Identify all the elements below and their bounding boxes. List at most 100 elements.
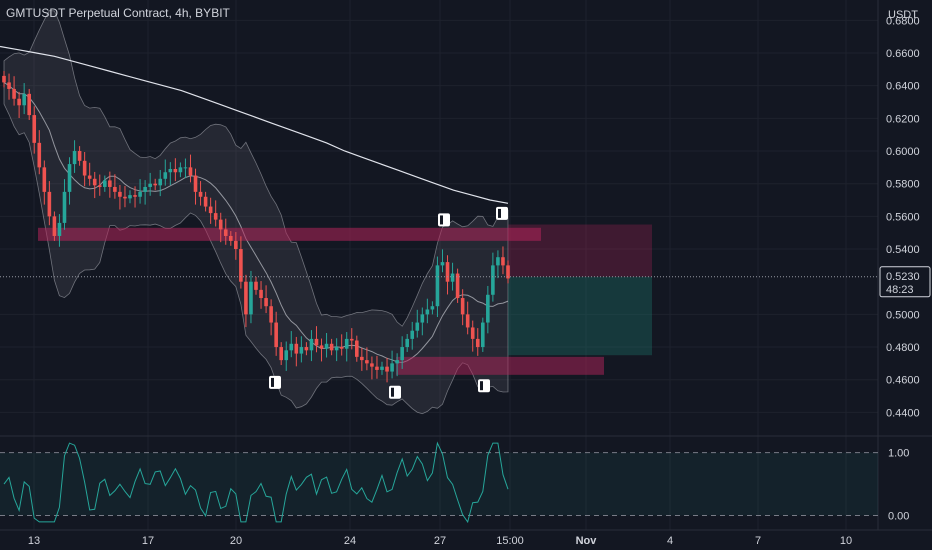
- candle-body: [57, 222, 62, 236]
- candle-body: [339, 347, 344, 349]
- candle-body: [193, 175, 198, 192]
- candle-body: [349, 338, 354, 341]
- thumbs-up-icon: [269, 375, 281, 389]
- candle-body: [506, 265, 510, 279]
- candle-body: [7, 82, 11, 89]
- candle-body: [415, 322, 420, 331]
- candle-body: [284, 350, 289, 361]
- x-tick-label: 17: [142, 535, 154, 547]
- candle-body: [299, 347, 304, 354]
- bollinger-mid-line: [3, 81, 509, 364]
- x-tick-label: 20: [230, 535, 242, 547]
- y-tick-label: 0.5600: [886, 211, 920, 223]
- candle-body: [294, 343, 299, 354]
- candle-body: [22, 93, 26, 106]
- candle-body: [319, 345, 324, 349]
- thumb-glyph-detail: [498, 208, 501, 218]
- candle-body: [501, 257, 505, 266]
- candle-body: [103, 180, 107, 187]
- target-zone: [508, 276, 652, 356]
- candle-body: [143, 186, 147, 192]
- thumb-glyph-detail: [480, 381, 483, 391]
- thumb-glyph: [389, 385, 401, 399]
- candle-body: [183, 167, 188, 169]
- resistance-zone: [38, 227, 541, 241]
- candle-body: [329, 343, 334, 351]
- candle-body: [97, 185, 102, 187]
- y-tick-label: 0.4600: [886, 375, 920, 387]
- thumb-glyph-detail: [440, 215, 443, 225]
- thumb-glyph: [438, 213, 450, 227]
- thumbs-up-icon: [478, 379, 490, 393]
- candle-body: [168, 168, 173, 173]
- candle-body: [133, 195, 137, 197]
- candle-body: [67, 164, 72, 192]
- thumbs-down-icon: [496, 206, 508, 220]
- candle-body: [375, 366, 379, 370]
- countdown-label: 48:23: [886, 284, 914, 296]
- moving-average-line: [0, 45, 509, 204]
- y-tick-label: 0.6200: [886, 113, 920, 125]
- oscillator-tick-label: 1.00: [888, 448, 909, 460]
- candle-body: [208, 206, 213, 214]
- candle-body: [450, 273, 455, 282]
- y-tick-label: 0.4400: [886, 407, 920, 419]
- y-tick-label: 0.6800: [886, 15, 920, 27]
- candle-body: [203, 196, 208, 207]
- candle-body: [218, 219, 223, 230]
- candle-body: [481, 322, 485, 348]
- candle-body: [82, 160, 87, 176]
- candle-body: [118, 191, 122, 197]
- candle-body: [12, 88, 16, 99]
- x-tick-label: 7: [755, 535, 761, 547]
- candle-body: [475, 338, 480, 348]
- candle-body: [304, 347, 309, 351]
- candle-body: [113, 186, 117, 192]
- thumb-glyph-detail: [271, 377, 274, 387]
- candle-body: [198, 191, 203, 197]
- candle-body: [32, 115, 37, 143]
- y-tick-label: 0.6600: [886, 48, 920, 60]
- candle-body: [440, 262, 445, 266]
- candle-body: [491, 265, 495, 295]
- candle-body: [380, 366, 384, 370]
- candle-body: [279, 347, 283, 361]
- candle-body: [460, 298, 465, 315]
- candle-body: [465, 314, 470, 328]
- candle-body: [314, 338, 319, 346]
- chart-title: GMTUSDT Perpetual Contract, 4h, BYBIT: [6, 6, 230, 20]
- candle-body: [148, 183, 152, 187]
- y-tick-label: 0.6000: [886, 146, 920, 158]
- support-zone: [396, 356, 604, 375]
- last-price-box: [879, 266, 931, 298]
- candle-body: [138, 191, 142, 197]
- x-tick-label: Nov: [576, 535, 598, 547]
- candle-body: [213, 213, 218, 220]
- candle-body: [385, 366, 389, 372]
- thumb-glyph: [496, 206, 508, 220]
- candle-body: [309, 338, 314, 351]
- candle-body: [496, 257, 500, 266]
- candle-body: [486, 294, 490, 323]
- candle-body: [2, 75, 6, 83]
- candle-body: [188, 167, 193, 176]
- y-tick-label: 0.4800: [886, 342, 920, 354]
- y-tick-label: 0.5800: [886, 179, 920, 191]
- x-tick-label: 24: [344, 535, 356, 547]
- oscillator-band: [0, 452, 878, 516]
- candle-body: [52, 216, 57, 236]
- candle-body: [405, 338, 409, 348]
- thumb-glyph-detail: [391, 387, 394, 397]
- candle-body: [123, 196, 127, 199]
- candle-body: [324, 343, 329, 349]
- candle-body: [178, 167, 183, 173]
- candle-body: [234, 240, 238, 250]
- thumbs-down-icon: [438, 213, 450, 227]
- candle-body: [254, 281, 258, 290]
- candle-body: [77, 151, 82, 161]
- candle-body: [92, 178, 97, 186]
- x-tick-label: 13: [28, 535, 40, 547]
- candle-body: [420, 314, 425, 323]
